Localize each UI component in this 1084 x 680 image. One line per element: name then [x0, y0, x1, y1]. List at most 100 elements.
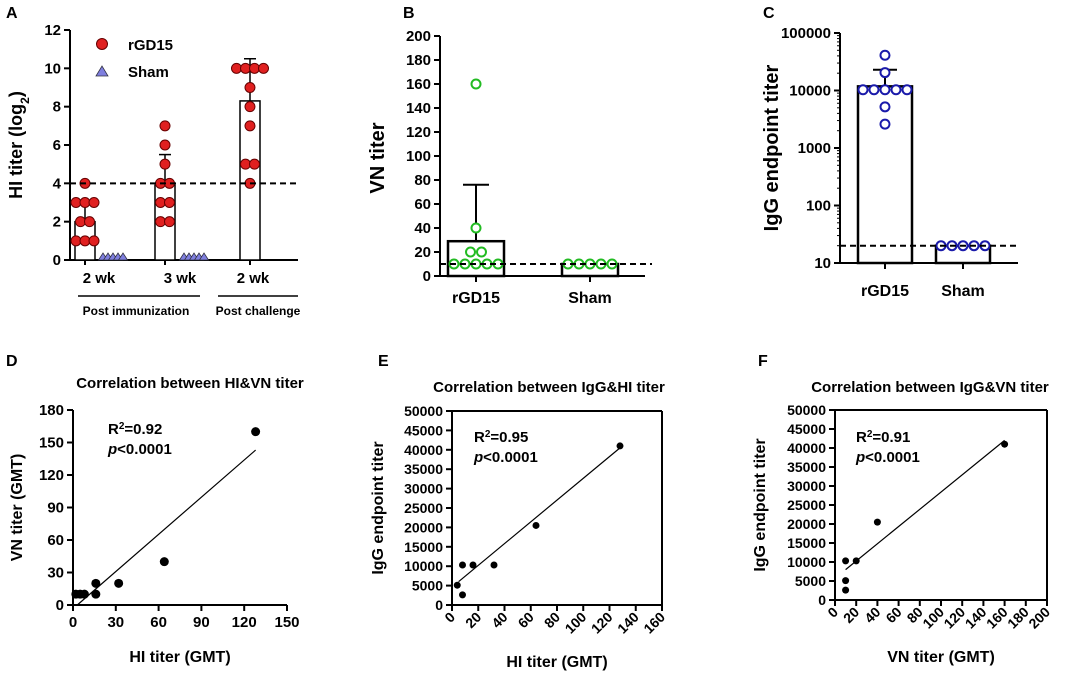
point-rgd15	[249, 158, 260, 170]
scatter-point	[532, 521, 540, 529]
panel-e-x-tick-label: 140	[614, 609, 642, 637]
point-rgd15	[901, 84, 913, 96]
panel-e-y-tick-label: 35000	[404, 461, 443, 477]
scatter-point	[842, 586, 850, 594]
panel-e-x-tick-label: 160	[640, 609, 668, 637]
panel-d-x-tick-label: 150	[274, 614, 299, 631]
panel-f-y-tick-label: 25000	[787, 497, 826, 513]
point-rgd15	[244, 120, 256, 132]
point-rgd15	[88, 197, 100, 208]
panel-d-y-tick-label: 150	[39, 435, 64, 452]
stat-p-italic: p	[107, 441, 117, 458]
panel-label-f: F	[758, 353, 768, 370]
point-rgd15	[868, 84, 880, 96]
panel-b-y-tick-label: 20	[414, 244, 431, 261]
panel-e-y-tick-label: 45000	[404, 422, 443, 438]
panel-a-y-tick-label: 0	[53, 252, 61, 269]
panel-e-y-tick-label: 0	[435, 597, 443, 613]
panel-a-y-tick-label: 2	[53, 214, 61, 231]
y-axis-title: VN titer (GMT)	[9, 454, 26, 562]
panel-c-y-tick-label: 1000	[798, 140, 831, 157]
scatter-point	[852, 557, 860, 565]
panel-b-y-tick-label: 180	[406, 52, 431, 69]
y-axis-title: IgG endpoint titer	[761, 64, 783, 231]
stat-r2: R2=0.92	[108, 421, 162, 439]
panel-d-y-tick-label: 30	[47, 565, 64, 582]
point-rgd15	[88, 235, 100, 247]
point-rgd15	[244, 101, 256, 113]
stat-r2-value: =0.92	[124, 421, 162, 438]
group-label-immunization: Post immunization	[83, 304, 190, 318]
scatter-point	[490, 561, 498, 569]
point-rgd15	[470, 222, 482, 234]
point-rgd15	[164, 216, 175, 228]
panel-d-y-tick-label: 0	[56, 597, 64, 614]
panel-b-y-tick-label: 120	[406, 124, 431, 141]
stat-p: p<0.0001	[107, 441, 172, 458]
panel-e-x-tick-label: 60	[515, 609, 537, 631]
panel-e: Correlation between IgG&HI titer 0 5000 100…	[370, 379, 668, 671]
chart-title: Correlation between IgG&VN titer	[811, 379, 1049, 396]
point-rgd15	[465, 246, 476, 258]
point-rgd15	[159, 158, 171, 170]
panel-d: Correlation between HI&VN titer 0 30 60 90 12…	[9, 375, 304, 666]
panel-e-x-tick-label: 120	[588, 609, 616, 637]
scatter-point	[91, 589, 101, 599]
scatter-point	[91, 578, 101, 588]
scatter-point	[459, 591, 466, 599]
legend-label-rgd15: rGD15	[128, 37, 173, 54]
panel-e-x-tick-label: 40	[488, 609, 510, 631]
legend-marker-sham	[95, 65, 109, 77]
regression-line	[458, 447, 621, 583]
panel-f-x-tick-label: 0	[824, 604, 841, 621]
panel-d-y-tick-label: 90	[47, 500, 64, 517]
stat-r2-sup: 2	[867, 429, 873, 440]
panel-f-y-tick-label: 5000	[795, 573, 826, 589]
panel-e-y-tick-label: 5000	[412, 578, 443, 594]
point-rgd15	[164, 197, 175, 208]
panel-b: VN titer 0 20 40 60 80 100 120 140 160 180 200 rGD15…	[367, 28, 652, 307]
panel-f-x-tick-label: 20	[840, 604, 862, 626]
stat-r2-value: =0.91	[872, 429, 910, 446]
scatter-point	[79, 589, 89, 599]
x-category-label: rGD15	[861, 283, 909, 300]
y-axis-title: VN titer	[367, 122, 389, 193]
panel-f-y-tick-label: 50000	[787, 402, 826, 418]
stat-p-italic: p	[855, 449, 865, 466]
panel-f-y-tick-label: 0	[818, 592, 826, 608]
panel-f-x-tick-label: 40	[861, 604, 883, 626]
panel-e-y-tick-label: 50000	[404, 403, 443, 419]
x-tick-label: 3 wk	[164, 270, 197, 287]
panel-d-x-tick-label: 120	[232, 614, 257, 631]
scatter-point	[616, 442, 624, 450]
point-rgd15	[476, 246, 487, 258]
panel-e-x-tick-label: 100	[562, 609, 590, 637]
group-label-challenge: Post challenge	[216, 304, 301, 318]
chart-title: Correlation between IgG&HI titer	[433, 379, 665, 396]
regression-line	[76, 449, 257, 606]
panel-label-c: C	[763, 5, 775, 22]
panel-b-y-tick-label: 40	[414, 220, 431, 237]
point-rgd15	[258, 62, 269, 74]
stat-r2: R2=0.95	[474, 429, 528, 447]
panel-f-y-tick-label: 15000	[787, 535, 826, 551]
panel-c-y-tick-label: 10000	[789, 83, 831, 100]
stat-p-value: <0.0001	[865, 449, 920, 466]
chart-title: Correlation between HI&VN titer	[76, 375, 304, 392]
scatter-point	[873, 518, 881, 526]
panel-b-y-tick-label: 160	[406, 76, 431, 93]
panel-e-y-tick-label: 40000	[404, 442, 443, 458]
point-rgd15	[879, 84, 891, 96]
stat-r2-prefix: R	[108, 421, 119, 438]
panel-b-y-tick-label: 100	[406, 148, 431, 165]
stat-p-italic: p	[473, 449, 483, 466]
regression-line	[845, 439, 1005, 571]
point-sham	[198, 252, 210, 261]
panel-f-y-tick-label: 30000	[787, 478, 826, 494]
point-rgd15	[879, 101, 891, 113]
panel-label-e: E	[378, 353, 389, 370]
scatter-point	[842, 557, 850, 565]
legend-marker-rgd15	[96, 38, 108, 50]
stat-p: p<0.0001	[473, 449, 538, 466]
